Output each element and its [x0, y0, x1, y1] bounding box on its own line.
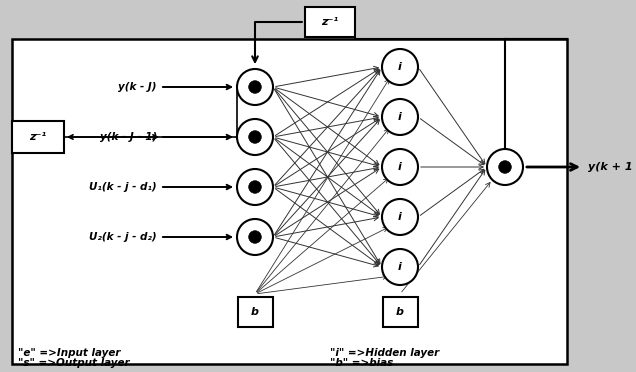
Circle shape — [249, 231, 261, 243]
FancyBboxPatch shape — [237, 297, 272, 327]
Text: i: i — [398, 162, 402, 172]
Circle shape — [237, 119, 273, 155]
Circle shape — [382, 99, 418, 135]
Text: i: i — [398, 262, 402, 272]
FancyBboxPatch shape — [382, 297, 417, 327]
Text: i: i — [398, 112, 402, 122]
Circle shape — [499, 161, 511, 173]
Text: z⁻¹: z⁻¹ — [29, 132, 46, 142]
Circle shape — [249, 131, 261, 143]
Circle shape — [237, 219, 273, 255]
Circle shape — [249, 81, 261, 93]
Text: y(k - J): y(k - J) — [118, 82, 157, 92]
Text: i: i — [398, 62, 402, 72]
Text: "s" =>Output layer: "s" =>Output layer — [18, 358, 130, 368]
Circle shape — [382, 249, 418, 285]
Circle shape — [237, 169, 273, 205]
FancyBboxPatch shape — [305, 7, 355, 37]
Text: U₁(k - j - d₁): U₁(k - j - d₁) — [90, 182, 157, 192]
Text: "b" =>bias: "b" =>bias — [330, 358, 393, 368]
Circle shape — [249, 181, 261, 193]
Text: U₂(k - j - d₂): U₂(k - j - d₂) — [90, 232, 157, 242]
FancyBboxPatch shape — [12, 121, 64, 153]
Circle shape — [487, 149, 523, 185]
Text: i: i — [398, 212, 402, 222]
Text: b: b — [396, 307, 404, 317]
FancyBboxPatch shape — [12, 39, 567, 364]
Text: "i" =>Hidden layer: "i" =>Hidden layer — [330, 348, 439, 358]
Text: y(k + 1 - J): y(k + 1 - J) — [588, 162, 636, 172]
Circle shape — [382, 49, 418, 85]
Circle shape — [237, 69, 273, 105]
Circle shape — [382, 199, 418, 235]
Text: "e" =>Input layer: "e" =>Input layer — [18, 348, 120, 358]
Text: y(k - J - 1): y(k - J - 1) — [100, 132, 157, 142]
Text: b: b — [251, 307, 259, 317]
Text: z⁻¹: z⁻¹ — [321, 17, 338, 27]
Circle shape — [382, 149, 418, 185]
